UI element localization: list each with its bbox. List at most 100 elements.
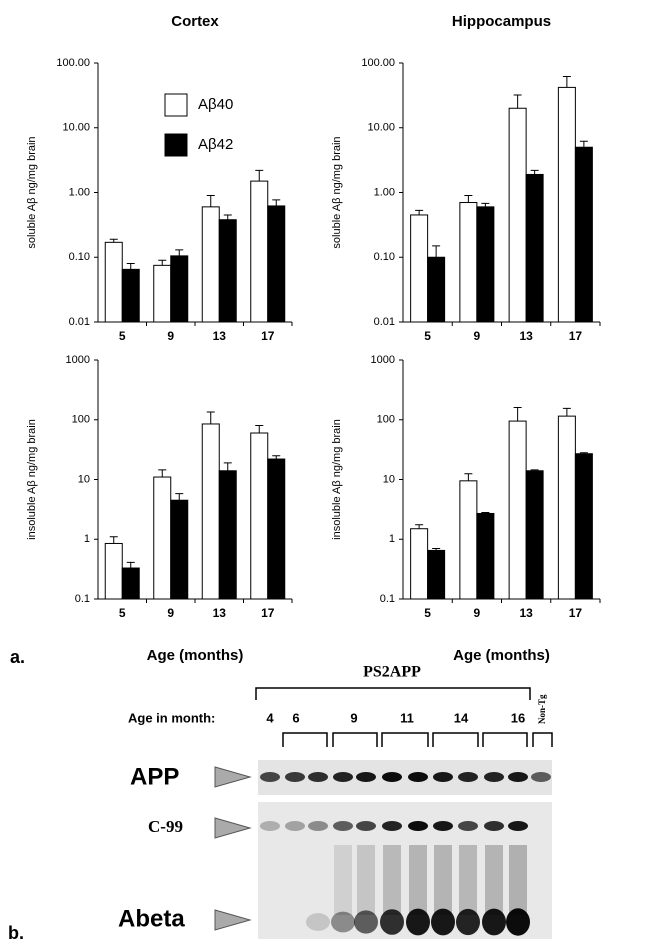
bar [477,513,494,599]
band [331,912,355,933]
bar [105,543,122,599]
error-bar [580,141,588,147]
smear [459,845,477,915]
age: 9 [350,710,357,725]
y-tick-label: 1 [389,533,395,545]
x-tick-label: 9 [474,329,481,343]
bar [202,207,219,322]
error-bar [432,246,440,257]
smear [357,845,375,915]
smear [409,845,427,915]
error-bar [464,474,472,481]
band [308,821,328,831]
bar [509,421,526,599]
error-bar [415,525,423,529]
band [506,908,530,935]
y-tick-label: 0.1 [75,593,90,605]
bar [477,207,494,322]
bar [122,568,139,599]
error-bar [514,408,522,422]
legend-swatch [165,134,187,156]
band-label: APP [130,763,179,790]
x-tick-label: 5 [119,329,126,343]
x-tick-label: 5 [424,606,431,620]
y-axis-label: soluble Aβ ng/mg brain [26,136,38,248]
smear [509,845,527,915]
band [380,909,404,935]
age: 14 [454,710,469,725]
bar [558,87,575,322]
x-tick-label: 9 [167,329,174,343]
legend-label: Aβ40 [198,96,233,113]
x-axis-label: Age (months) [147,647,244,664]
band-label: C-99 [148,817,183,836]
x-tick-label: 17 [261,329,275,343]
y-tick-label: 1000 [66,354,90,366]
band [431,909,455,936]
bar [219,220,236,322]
error-bar [531,170,539,174]
arrowhead [215,818,250,838]
error-bar [127,264,135,270]
x-tick-label: 13 [519,606,533,620]
band [306,913,330,931]
error-bar [255,426,263,433]
x-tick-label: 9 [167,606,174,620]
bar [411,215,428,322]
band [508,772,528,782]
band [285,821,305,831]
panel-label: b. [8,923,24,942]
error-bar [158,260,166,265]
control-label: Non-Tg [537,694,547,724]
bar [154,477,171,599]
y-axis-label: insoluble Aβ ng/mg brain [26,419,38,540]
band [508,821,528,831]
x-tick-label: 5 [119,606,126,620]
error-bar [207,412,215,424]
y-tick-label: 100.00 [56,57,90,69]
band [260,772,280,782]
y-tick-label: 0.10 [69,251,90,263]
error-bar [224,215,232,220]
x-tick-label: 17 [569,606,583,620]
bar [575,147,592,322]
y-tick-label: 0.1 [380,593,395,605]
band-label: Abeta [118,905,185,932]
error-bar [272,200,280,206]
y-axis-label: soluble Aβ ng/mg brain [331,136,343,248]
chart-title: Hippocampus [452,13,551,30]
age: 6 [292,710,299,725]
bar [268,206,285,322]
band [456,909,480,935]
band [531,772,551,782]
group-label: PS2APP [363,664,421,681]
bar [202,424,219,599]
smear [383,845,401,915]
error-bar [514,95,522,108]
figure: a. b. PS2APP Age in month: 4 6 9 11 14 1… [0,0,645,942]
smear [485,845,503,915]
band [354,910,378,933]
x-tick-label: 13 [519,329,533,343]
band [382,821,402,831]
bar [428,550,445,599]
error-bar [127,562,135,568]
error-bar [563,76,571,87]
band [406,909,430,936]
bar [526,174,543,322]
bar [411,529,428,599]
y-tick-label: 1.00 [69,186,90,198]
bar [171,256,188,322]
panel-label: a. [10,647,25,667]
band [458,821,478,831]
bar [105,242,122,322]
y-tick-label: 10 [78,473,90,485]
error-bar [415,210,423,215]
age-label: Age in month: [128,710,215,725]
chart-title: Cortex [171,13,219,30]
legend-swatch [165,94,187,116]
band [260,821,280,831]
bar [219,471,236,599]
bar [460,203,477,322]
y-tick-label: 0.01 [374,316,395,328]
